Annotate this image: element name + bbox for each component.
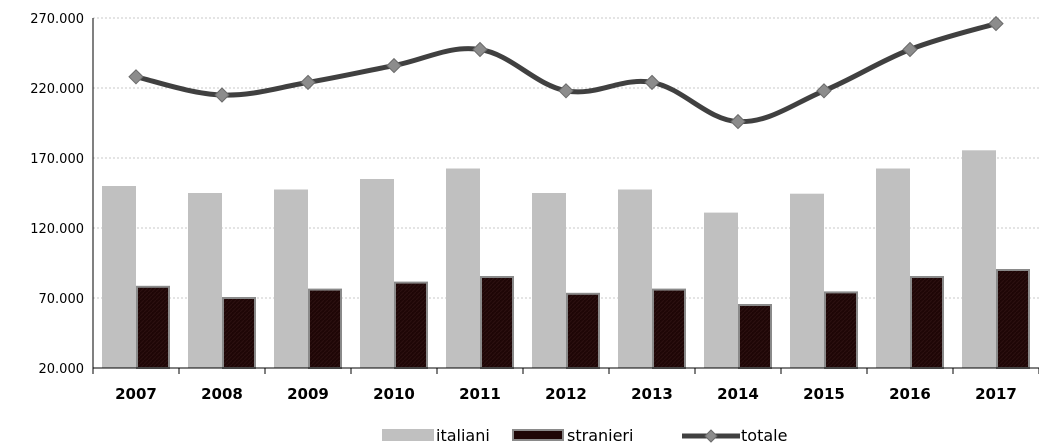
bars: [102, 150, 1030, 370]
x-tick-label: 2016: [889, 385, 931, 403]
totale-marker: [816, 83, 832, 99]
bar-italiani: [446, 168, 480, 368]
bar-stranieri: [996, 269, 1030, 369]
x-axis: [92, 18, 1039, 374]
y-tick-label: 220.000: [30, 82, 84, 97]
y-axis-ticks: 20.000 70.000 120.000 170.000 220.000 270.000: [30, 12, 84, 377]
bar-italiani: [532, 193, 566, 368]
legend-label-italiani: italiani: [436, 426, 490, 445]
bar-stranieri: [480, 276, 514, 369]
legend: italiani stranieri totale: [382, 426, 787, 445]
y-tick-label: 270.000: [30, 12, 84, 27]
x-axis-labels: 2007 2008 2009 2010 2011 2012 2013 2014 2015 2016…: [115, 385, 1017, 403]
bar-stranieri: [222, 297, 256, 369]
x-tick-label: 2010: [373, 385, 415, 403]
y-tick-label: 70.000: [39, 292, 85, 307]
bar-italiani: [618, 189, 652, 368]
x-tick-label: 2008: [201, 385, 243, 403]
totale-marker: [644, 74, 660, 91]
x-tick-label: 2014: [717, 385, 759, 403]
bar-stranieri: [652, 288, 686, 370]
totale-marker: [730, 113, 746, 130]
x-tick-label: 2015: [803, 385, 845, 403]
bar-italiani: [790, 193, 824, 368]
bar-italiani: [102, 186, 136, 368]
bar-stranieri: [136, 285, 170, 369]
bar-italiani: [274, 189, 308, 368]
bar-italiani: [876, 168, 910, 368]
bar-stranieri: [824, 291, 858, 369]
totale-marker: [558, 83, 574, 99]
legend-swatch-italiani: [382, 429, 434, 441]
x-tick-label: 2017: [975, 385, 1017, 403]
totale-marker: [214, 87, 230, 103]
x-tick-label: 2013: [631, 385, 673, 403]
bar-stranieri: [738, 304, 772, 369]
x-tick-label: 2011: [459, 385, 501, 403]
legend-marker-totale: [704, 429, 718, 443]
bar-stranieri: [308, 288, 342, 370]
x-tick-label: 2007: [115, 385, 157, 403]
total-line: [128, 15, 1004, 130]
totale-marker: [472, 41, 488, 58]
bar-stranieri: [394, 281, 428, 370]
bar-italiani: [360, 179, 394, 368]
y-tick-label: 170.000: [30, 152, 84, 167]
x-tick-label: 2009: [287, 385, 329, 403]
totale-marker: [300, 74, 316, 91]
y-tick-label: 120.000: [30, 222, 84, 237]
bar-stranieri: [910, 276, 944, 369]
totale-marker: [128, 69, 144, 85]
totale-marker: [988, 15, 1004, 32]
legend-swatch-stranieri: [512, 429, 564, 441]
bar-italiani: [704, 212, 738, 368]
totale-marker: [902, 41, 918, 58]
bar-italiani: [962, 150, 996, 368]
totale-marker: [386, 57, 402, 74]
legend-label-stranieri: stranieri: [567, 426, 633, 445]
legend-label-totale: totale: [741, 426, 787, 445]
y-tick-label: 20.000: [39, 362, 85, 377]
totale-line: [133, 21, 999, 125]
bar-italiani: [188, 193, 222, 368]
bar-stranieri: [566, 292, 600, 369]
x-tick-label: 2012: [545, 385, 587, 403]
